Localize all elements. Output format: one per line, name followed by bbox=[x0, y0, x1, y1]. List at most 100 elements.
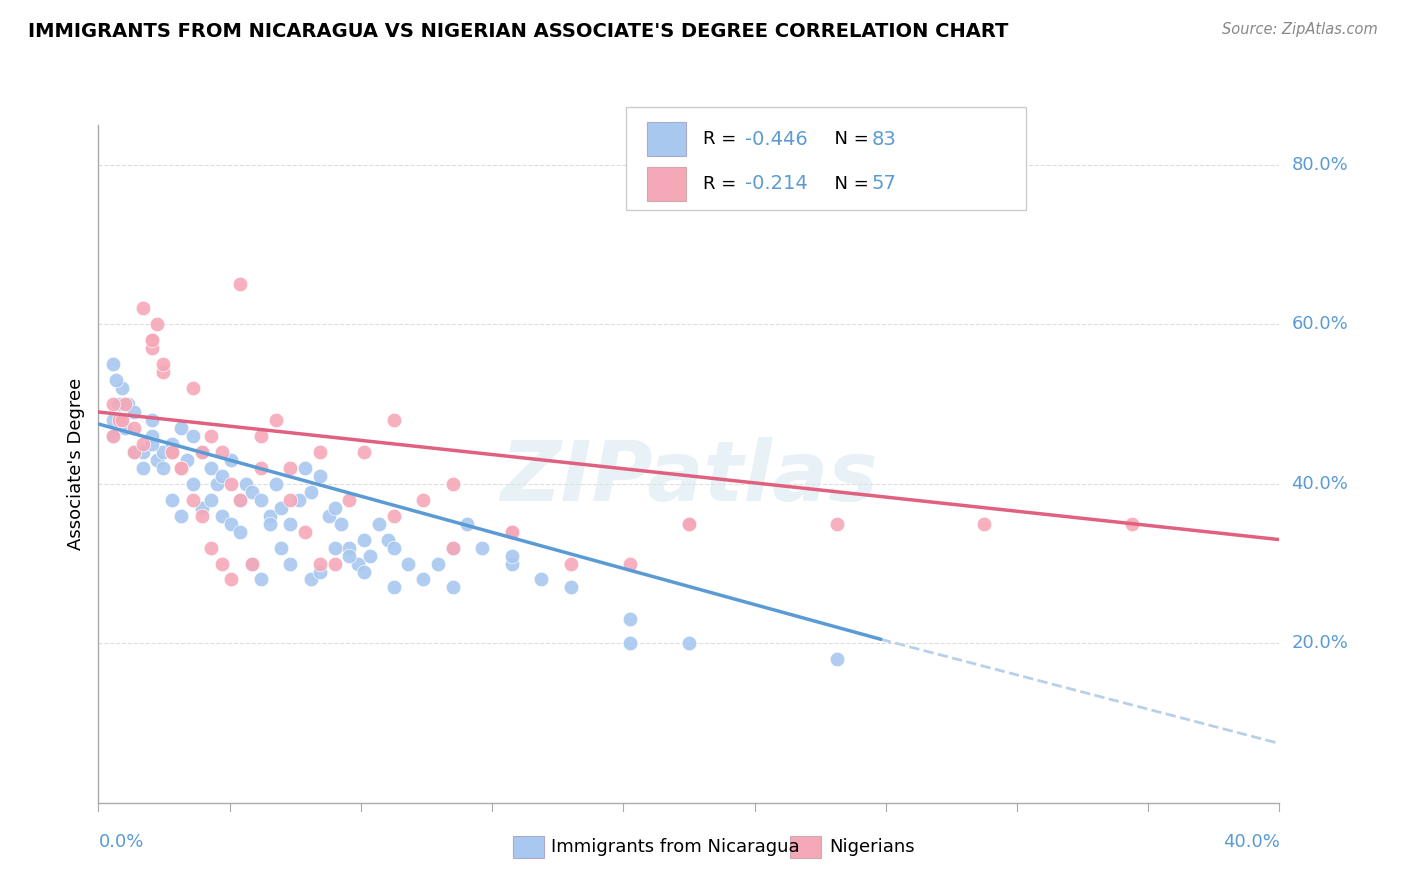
Point bbox=[619, 612, 641, 626]
Point bbox=[619, 557, 641, 571]
Point bbox=[278, 516, 302, 531]
Point bbox=[122, 445, 145, 459]
Point bbox=[501, 524, 523, 539]
Point bbox=[103, 429, 125, 443]
Point bbox=[530, 573, 553, 587]
Point bbox=[103, 429, 125, 443]
Point bbox=[560, 557, 582, 571]
Point bbox=[259, 516, 281, 531]
Point bbox=[219, 516, 242, 531]
Point bbox=[359, 549, 381, 563]
Point bbox=[132, 437, 155, 451]
Point bbox=[973, 516, 995, 531]
Point bbox=[200, 492, 222, 507]
Point bbox=[353, 565, 375, 579]
Point bbox=[337, 549, 360, 563]
Point bbox=[132, 445, 155, 459]
Point bbox=[103, 413, 125, 427]
Point bbox=[323, 541, 346, 555]
Point bbox=[412, 573, 434, 587]
Point bbox=[396, 557, 419, 571]
Text: 40.0%: 40.0% bbox=[1291, 475, 1348, 492]
Text: N =: N = bbox=[823, 130, 875, 148]
Point bbox=[337, 492, 360, 507]
Point bbox=[219, 573, 242, 587]
Point bbox=[152, 365, 174, 379]
Point bbox=[240, 557, 263, 571]
Point bbox=[141, 341, 163, 355]
Point bbox=[825, 516, 848, 531]
Point bbox=[382, 541, 405, 555]
Text: IMMIGRANTS FROM NICARAGUA VS NIGERIAN ASSOCIATE'S DEGREE CORRELATION CHART: IMMIGRANTS FROM NICARAGUA VS NIGERIAN AS… bbox=[28, 22, 1008, 41]
Point bbox=[122, 445, 145, 459]
Point bbox=[191, 508, 214, 523]
Text: 20.0%: 20.0% bbox=[1291, 634, 1348, 652]
Point bbox=[181, 492, 204, 507]
Point bbox=[114, 397, 136, 411]
Point bbox=[200, 460, 222, 475]
Point bbox=[111, 413, 134, 427]
Point bbox=[264, 476, 287, 491]
Point bbox=[141, 437, 163, 451]
Point bbox=[368, 516, 391, 531]
Text: R =: R = bbox=[703, 130, 742, 148]
Point bbox=[318, 508, 340, 523]
Point bbox=[259, 508, 281, 523]
Point bbox=[181, 476, 204, 491]
Point bbox=[288, 492, 311, 507]
Text: -0.446: -0.446 bbox=[745, 129, 808, 149]
Point bbox=[219, 476, 242, 491]
Text: 40.0%: 40.0% bbox=[1223, 833, 1279, 851]
Point bbox=[560, 581, 582, 595]
Point bbox=[229, 492, 252, 507]
Point bbox=[309, 445, 332, 459]
Point bbox=[270, 500, 292, 515]
Point bbox=[162, 437, 183, 451]
Point bbox=[294, 460, 316, 475]
Point bbox=[152, 445, 174, 459]
Point bbox=[427, 557, 450, 571]
Point bbox=[181, 381, 204, 395]
Point bbox=[211, 508, 233, 523]
Point bbox=[294, 524, 316, 539]
Point bbox=[141, 333, 163, 347]
Point bbox=[170, 508, 193, 523]
Point bbox=[678, 516, 700, 531]
Text: ZIPatlas: ZIPatlas bbox=[501, 437, 877, 518]
Text: 80.0%: 80.0% bbox=[1291, 156, 1348, 174]
Point bbox=[235, 476, 257, 491]
Text: R =: R = bbox=[703, 175, 742, 193]
Text: 60.0%: 60.0% bbox=[1291, 315, 1348, 334]
Point bbox=[353, 445, 375, 459]
Point bbox=[181, 429, 204, 443]
Y-axis label: Associate's Degree: Associate's Degree bbox=[66, 377, 84, 550]
Text: -0.214: -0.214 bbox=[745, 174, 808, 194]
Point bbox=[382, 581, 405, 595]
Point bbox=[117, 397, 139, 411]
Point bbox=[170, 460, 193, 475]
Point bbox=[132, 301, 155, 316]
Point bbox=[382, 508, 405, 523]
Point bbox=[501, 549, 523, 563]
Point bbox=[105, 373, 128, 387]
Text: Nigerians: Nigerians bbox=[830, 838, 915, 856]
Point bbox=[329, 516, 352, 531]
Point bbox=[337, 541, 360, 555]
Point bbox=[219, 453, 242, 467]
Point bbox=[152, 357, 174, 371]
Point bbox=[176, 453, 198, 467]
Point bbox=[114, 421, 136, 435]
Point bbox=[278, 460, 302, 475]
Point bbox=[323, 557, 346, 571]
Text: 57: 57 bbox=[872, 174, 897, 194]
Point bbox=[170, 421, 193, 435]
Point bbox=[229, 524, 252, 539]
Point bbox=[619, 636, 641, 650]
Point bbox=[441, 476, 464, 491]
Point bbox=[141, 333, 163, 347]
Point bbox=[377, 533, 399, 547]
Point bbox=[309, 557, 332, 571]
Point bbox=[347, 557, 370, 571]
Text: 0.0%: 0.0% bbox=[98, 833, 143, 851]
Point bbox=[250, 573, 273, 587]
